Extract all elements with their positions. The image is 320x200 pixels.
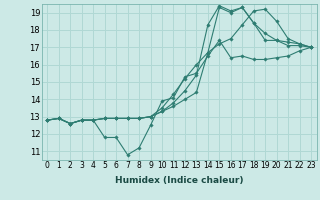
X-axis label: Humidex (Indice chaleur): Humidex (Indice chaleur) bbox=[115, 176, 244, 185]
